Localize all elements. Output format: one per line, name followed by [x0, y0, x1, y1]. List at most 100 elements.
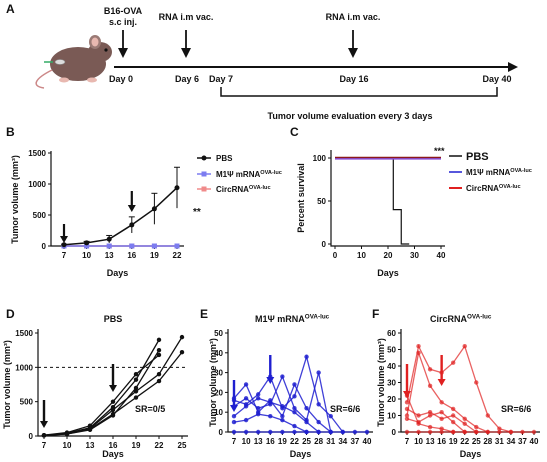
- panel-f-ytick-label: 20: [387, 395, 396, 404]
- panel-d-title: PBS: [104, 314, 123, 324]
- panel-f-point: [520, 429, 525, 435]
- panel-e-point: [292, 406, 297, 411]
- panel-f-point: [416, 421, 421, 426]
- panel-e-point: [255, 406, 261, 411]
- panel-e-survival-ratio: SR=6/6: [330, 404, 360, 414]
- panel-f-xtick-label: 19: [449, 437, 458, 446]
- mouse-illustration: [35, 35, 112, 89]
- panel-e-point: [304, 419, 309, 425]
- panel-c-legend-label: CircRNAOVA-luc: [466, 184, 521, 193]
- panel-b-ytick-label: 500: [33, 211, 47, 220]
- panel-e-point: [328, 413, 333, 419]
- panel-d-point: [110, 399, 116, 404]
- panel-d-point: [64, 431, 70, 437]
- panel-b-point: [84, 243, 90, 249]
- panel-c-xtick-label: 20: [384, 251, 393, 260]
- panel-e-dose-arrow: [230, 380, 238, 412]
- arrow-tumor-injection: B16-OVA s.c inj.: [104, 6, 143, 58]
- panel-f-ylabel: Tumor volume (mm³): [376, 338, 386, 427]
- panel-f-point: [427, 413, 433, 418]
- panel-d-point: [110, 407, 116, 413]
- panel-c-label: C: [290, 125, 299, 139]
- panel-b-dose-arrow: [60, 224, 68, 243]
- panel-e-point: [340, 429, 346, 435]
- panel-e-point: [292, 410, 297, 415]
- panel-f-point: [474, 380, 479, 385]
- panel-f-dose-arrow: [437, 355, 446, 386]
- panel-b-point: [174, 243, 180, 249]
- panel-f-point: [404, 400, 410, 405]
- panel-f-series-line: [406, 344, 512, 433]
- panel-d-xtick-label: 10: [63, 441, 72, 450]
- panel-f-xtick-label: 31: [495, 437, 504, 446]
- panel-b: B 0 500 1000 1500 7 10 13 16 19 22 Days Tumor volume…: [6, 125, 282, 278]
- panel-f-point: [427, 429, 433, 435]
- panel-e-xtick-label: 7: [232, 437, 237, 446]
- arrow-vaccination-2: RNA i.m vac.: [326, 12, 380, 58]
- panel-e-point: [255, 411, 261, 417]
- panel-f-point: [497, 426, 502, 431]
- panel-e-point: [268, 429, 273, 435]
- panel-b-xtick-label: 19: [150, 251, 159, 260]
- panel-d-dose-arrow: [109, 364, 117, 392]
- panel-c-series-line: [335, 157, 410, 245]
- panel-b-axes: [50, 151, 184, 247]
- panel-e-point: [316, 429, 321, 435]
- panel-e-point: [231, 429, 237, 435]
- panel-e-point: [280, 417, 285, 423]
- panel-e-dose-arrow-head: [266, 377, 275, 384]
- panel-d-ytick-label: 500: [20, 398, 34, 407]
- panel-f-xtick-label: 34: [506, 437, 515, 446]
- arrow-label-line-2: s.c inj.: [109, 17, 137, 27]
- panel-d-point: [179, 334, 185, 340]
- panel-b-xtick-label: 7: [62, 251, 67, 260]
- panel-e-xtick-label: 34: [338, 437, 347, 446]
- panel-e-ytick-label: 50: [214, 329, 223, 338]
- panel-b-legend-marker: [201, 155, 207, 161]
- panel-b-ylabel: Tumor volume (mm³): [10, 155, 20, 244]
- day-label-7: Day 7: [209, 74, 233, 84]
- panel-f-point: [450, 360, 456, 365]
- panel-f-point: [450, 413, 456, 418]
- panel-d-point: [133, 389, 139, 394]
- panel-d-ytick-label: 0: [29, 432, 34, 441]
- panel-f-point: [450, 419, 456, 425]
- panel-f-dose-arrow-head: [437, 379, 446, 386]
- panel-c-axes: [330, 150, 445, 247]
- panel-b-xtick-label: 16: [127, 251, 136, 260]
- panel-e-series-line: [233, 354, 344, 433]
- panel-f-xtick-label: 16: [437, 437, 446, 446]
- panel-e-point: [280, 413, 285, 419]
- panel-f-point: [508, 429, 514, 435]
- panel-d-point: [41, 433, 47, 438]
- panel-f-point: [474, 424, 479, 430]
- day-label-40: Day 40: [482, 74, 511, 84]
- panel-b-point: [106, 236, 112, 242]
- panel-b-xlabel: Days: [107, 268, 129, 278]
- arrow-label-vac-1: RNA i.m vac.: [159, 12, 214, 22]
- panel-f-point: [462, 421, 467, 426]
- panel-d-point: [156, 347, 162, 353]
- panel-e-xtick-label: 22: [290, 437, 299, 446]
- panel-e-point: [243, 417, 249, 423]
- panel-f-xtick-label: 25: [472, 437, 481, 446]
- panel-e-xtick-label: 16: [266, 437, 275, 446]
- panel-b-ytick-label: 1500: [28, 149, 46, 158]
- panel-b-point: [174, 185, 180, 191]
- panel-c-ytick-label: 0: [322, 240, 327, 249]
- panel-e-point: [316, 402, 321, 407]
- panel-b-legend-marker: [201, 186, 207, 192]
- day-label-16: Day 16: [339, 74, 368, 84]
- panel-e-title: M1Ψ mRNAOVA-luc: [255, 313, 330, 324]
- panel-f-ytick-label: 10: [387, 412, 396, 421]
- panel-b-legend-label: M1Ψ mRNAOVA-luc: [216, 170, 282, 179]
- panel-e-xtick-label: 25: [302, 437, 311, 446]
- panel-b-dose-arrow-head: [127, 205, 136, 212]
- panel-f-point: [439, 429, 444, 435]
- panel-e-xtick-label: 13: [254, 437, 263, 446]
- panel-d-series-line: [43, 354, 160, 436]
- panel-e-point: [316, 370, 321, 375]
- panel-f-ytick-label: 30: [387, 379, 396, 388]
